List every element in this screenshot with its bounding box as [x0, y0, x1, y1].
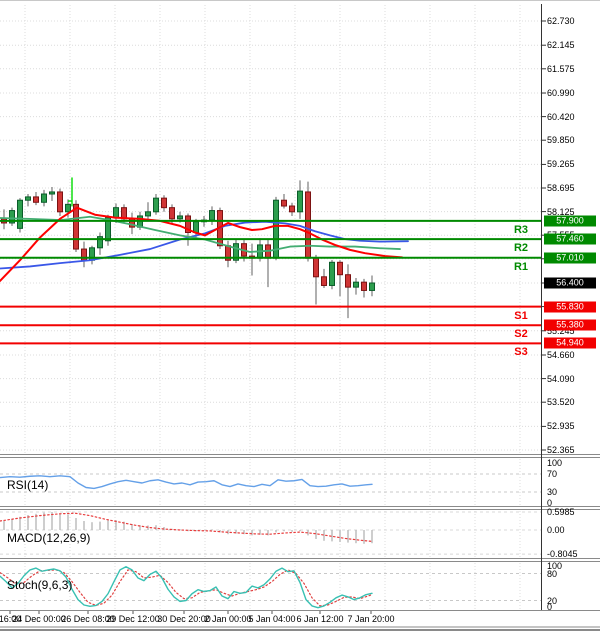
macd-scale-label: -0.8045 [547, 549, 578, 560]
price-level-badge: 55.380 [544, 319, 596, 331]
price-axis-tick-label: 62.145 [547, 40, 575, 51]
price-axis-tick-label: 59.265 [547, 159, 575, 170]
rsi-scale-label: 100 [547, 458, 563, 468]
rsi-panel-region[interactable] [0, 459, 541, 506]
price-axis-tick-label: 55.245 [547, 325, 575, 336]
stoch-panel-region[interactable] [0, 563, 541, 610]
stoch-indicator-label: Stoch(9,6,3) [7, 578, 73, 592]
time-axis-label: 29 Dec 12:00 [106, 614, 160, 624]
time-axis-label: 24 Dec 00:00 [12, 614, 66, 624]
rsi-scale-label: 30 [547, 487, 558, 497]
price-axis-tick-label: 59.850 [547, 135, 575, 146]
stoch-scale-label: 20 [547, 595, 558, 606]
price-axis-tick-label: 52.935 [547, 421, 575, 432]
time-axis-label: 26 Dec 08:00 [61, 614, 115, 624]
rsi-scale-label: 0 [547, 498, 553, 508]
time-axis-label: 16:00 [0, 614, 22, 624]
stoch-scale-label: 0 [547, 602, 553, 612]
price-level-badge: 54.940 [544, 337, 596, 349]
price-axis-tick-label: 62.730 [547, 16, 575, 26]
rsi-indicator-label: RSI(14) [7, 478, 49, 492]
macd-indicator-label: MACD(12,26,9) [7, 531, 91, 545]
price-axis-tick-label: 54.090 [547, 373, 575, 384]
time-axis-label: 5 Jan 04:00 [248, 614, 296, 624]
time-axis-label: 6 Jan 12:00 [296, 614, 344, 624]
price-axis-tick-label: 58.125 [547, 206, 575, 217]
price-axis-tick-label: 61.575 [547, 63, 575, 74]
level-name-label: S3 [514, 346, 528, 359]
price-axis-tick-label: 60.990 [547, 88, 575, 99]
price-level-badge: 57.900 [544, 215, 596, 227]
current-price-badge: 56.400 [544, 277, 596, 289]
rsi-scale-label: 70 [547, 469, 558, 479]
price-axis-tick-label: 58.695 [547, 183, 575, 193]
price-axis-tick-label: 54.660 [547, 350, 575, 360]
level-name-label: R2 [513, 242, 529, 255]
stoch-scale-label: 80 [547, 568, 558, 579]
stoch-scale-label: 100 [547, 561, 563, 571]
level-name-label: S2 [514, 328, 528, 341]
macd-scale-label: 0.5985 [547, 507, 575, 518]
price-level-badge: 57.460 [544, 233, 596, 245]
price-axis-tick-label: 53.520 [547, 397, 575, 408]
level-name-label: R1 [513, 260, 529, 273]
macd-scale-label: 0.00 [547, 525, 565, 535]
time-axis-label: 2 Jan 00:00 [204, 614, 252, 624]
price-level-badge: 57.010 [544, 252, 596, 264]
time-axis-label: 7 Jan 20:00 [347, 614, 395, 624]
price-level-badge: 55.830 [544, 301, 596, 313]
price-axis-tick-label: 60.420 [547, 111, 575, 122]
time-axis-label: 30 Dec 20:00 [157, 614, 211, 624]
level-name-label: R3 [513, 223, 529, 236]
level-name-label: S1 [514, 309, 528, 322]
main-chart-region[interactable] [0, 1, 541, 454]
price-axis-tick-label: 52.365 [547, 445, 575, 455]
